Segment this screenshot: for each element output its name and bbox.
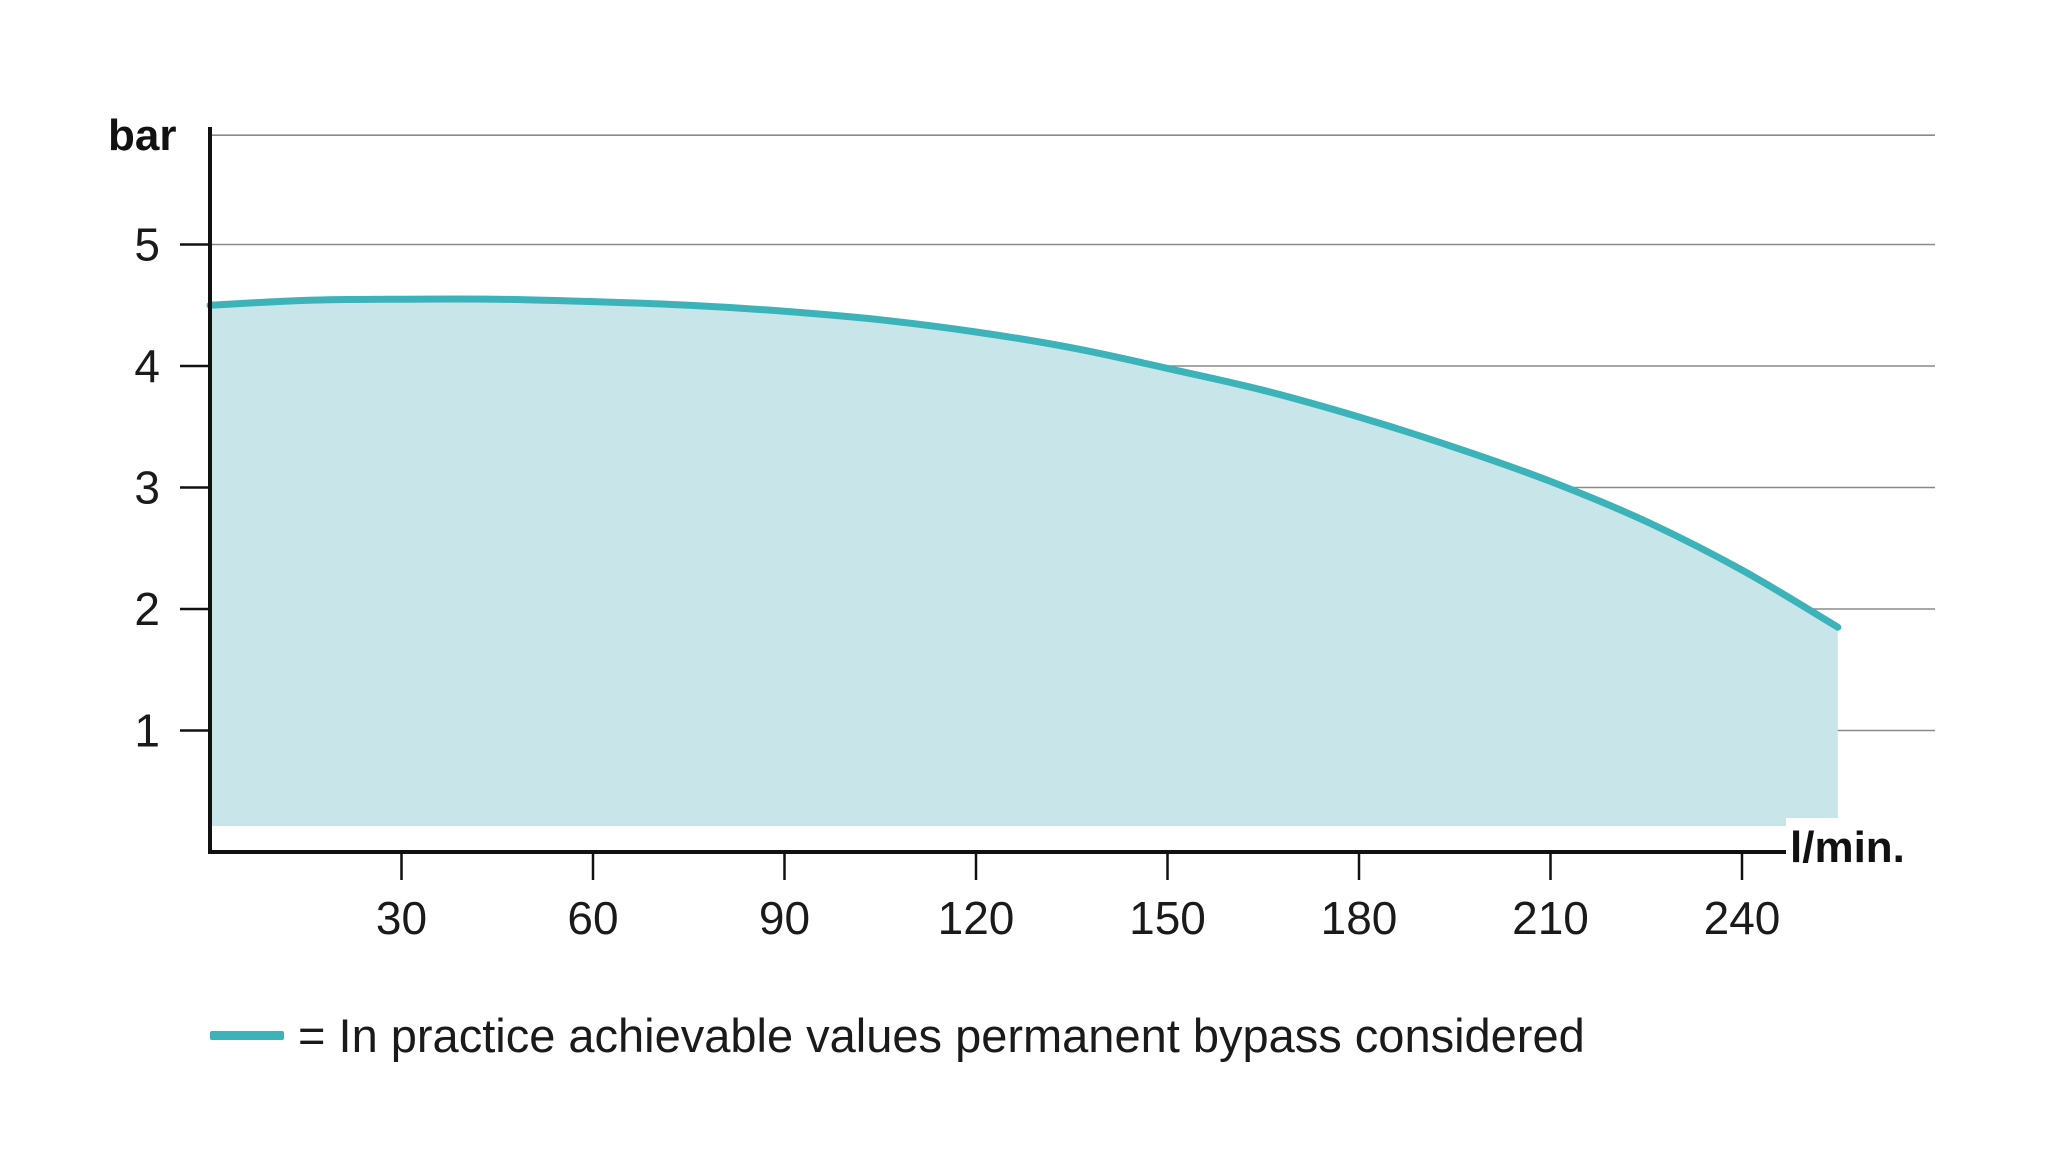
area-fill	[210, 298, 1838, 852]
x-tick-label: 30	[376, 892, 427, 944]
y-axis-label: bar	[108, 111, 176, 160]
x-axis-label: l/min.	[1790, 823, 1905, 872]
x-axis-label-bg	[1786, 818, 1918, 866]
x-tick-label: 180	[1321, 892, 1398, 944]
legend: = In practice achievable values permanen…	[210, 1000, 1585, 1070]
x-tick-label: 210	[1512, 892, 1589, 944]
x-tick-label: 90	[759, 892, 810, 944]
legend-label: = In practice achievable values permanen…	[298, 1008, 1585, 1062]
y-tick-label: 1	[134, 705, 160, 757]
y-tick-label: 4	[134, 340, 160, 392]
legend-swatch	[210, 1030, 284, 1040]
x-tick-label: 60	[567, 892, 618, 944]
x-tick-label: 150	[1129, 892, 1206, 944]
y-tick-label: 5	[134, 219, 160, 271]
series-line	[206, 295, 1842, 631]
axes	[180, 127, 1790, 880]
y-tick-label: 2	[134, 583, 160, 635]
tick-labels: 30 60 90 120 150 180 210 240 1 2 3 4 5	[134, 219, 1780, 945]
x-tick-label: 120	[938, 892, 1015, 944]
x-tick-label: 240	[1704, 892, 1781, 944]
y-tick-label: 3	[134, 462, 160, 514]
